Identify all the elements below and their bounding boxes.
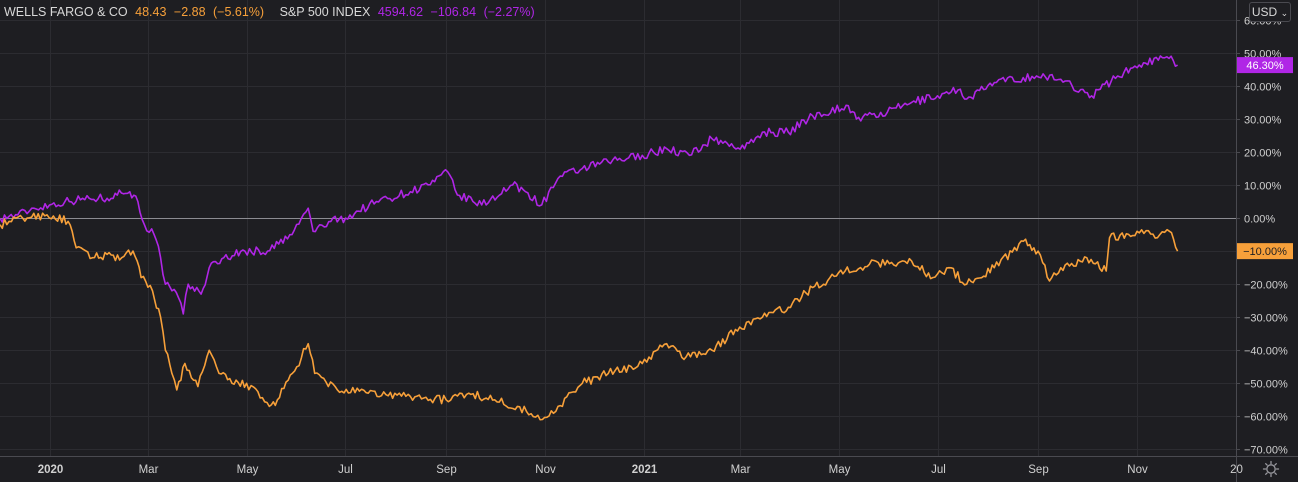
y-tick-label: −70.00% bbox=[1244, 445, 1288, 457]
x-tick-label: Nov bbox=[1127, 464, 1148, 476]
y-tick-label: −40.00% bbox=[1244, 346, 1288, 358]
gear-icon[interactable] bbox=[1262, 460, 1280, 478]
x-tick-label: Sep bbox=[1028, 464, 1048, 476]
y-tick-label: −60.00% bbox=[1244, 412, 1288, 424]
series-line-1 bbox=[0, 212, 1179, 421]
series-line-0 bbox=[0, 55, 1178, 315]
legend-pct-spx: (−2.27%) bbox=[483, 5, 535, 19]
y-tick-label: −20.00% bbox=[1244, 280, 1288, 292]
legend-name-spx[interactable]: S&P 500 INDEX bbox=[279, 5, 371, 19]
y-tick-label: 0.00% bbox=[1244, 214, 1275, 226]
legend-price-spx: 4594.62 bbox=[377, 5, 424, 19]
last-value-label-1: −10.00% bbox=[1243, 246, 1287, 258]
x-axis: 2020 Mar May Jul Sep Nov 2021 Mar May Jul Sep Nov 20 bbox=[0, 456, 1298, 476]
currency-label: USD bbox=[1251, 5, 1278, 19]
currency-dropdown[interactable]: USD ⌄ bbox=[1249, 2, 1291, 22]
legend-pct-wfc: (−5.61%) bbox=[213, 5, 265, 19]
legend: WELLS FARGO & CO 48.43 −2.88 (−5.61%) S&… bbox=[4, 5, 539, 19]
legend-price-wfc: 48.43 bbox=[135, 5, 167, 19]
x-tick-label: 2021 bbox=[632, 464, 658, 476]
grid-lines bbox=[0, 0, 1237, 456]
x-tick-label: Mar bbox=[731, 464, 751, 476]
last-value-label-0: 46.30% bbox=[1246, 60, 1284, 72]
last-value-badge-0 bbox=[1237, 57, 1293, 74]
series-layer bbox=[0, 55, 1179, 421]
legend-name-wfc[interactable]: WELLS FARGO & CO bbox=[4, 5, 128, 19]
x-tick-label: Nov bbox=[535, 464, 556, 476]
x-tick-label: 2020 bbox=[38, 464, 64, 476]
x-tick-label: Jul bbox=[338, 464, 353, 476]
x-tick-label: Mar bbox=[139, 464, 159, 476]
y-tick-label: 10.00% bbox=[1244, 181, 1282, 193]
y-tick-label: 40.00% bbox=[1244, 82, 1282, 94]
last-value-badge-1 bbox=[1237, 243, 1293, 260]
chevron-down-icon: ⌄ bbox=[1280, 8, 1289, 18]
y-tick-label: −30.00% bbox=[1244, 313, 1288, 325]
y-tick-label: 20.00% bbox=[1244, 148, 1282, 160]
y-tick-label: 30.00% bbox=[1244, 115, 1282, 127]
x-tick-label: 20 bbox=[1230, 464, 1243, 476]
x-tick-label: May bbox=[237, 464, 259, 476]
y-tick-label: −50.00% bbox=[1244, 379, 1288, 391]
x-tick-label: Sep bbox=[436, 464, 456, 476]
last-value-badges: 46.30% −10.00% bbox=[1237, 57, 1293, 260]
legend-change-wfc: −2.88 bbox=[173, 5, 206, 19]
legend-change-spx: −106.84 bbox=[430, 5, 477, 19]
x-tick-label: May bbox=[829, 464, 851, 476]
x-tick-label: Jul bbox=[931, 464, 946, 476]
